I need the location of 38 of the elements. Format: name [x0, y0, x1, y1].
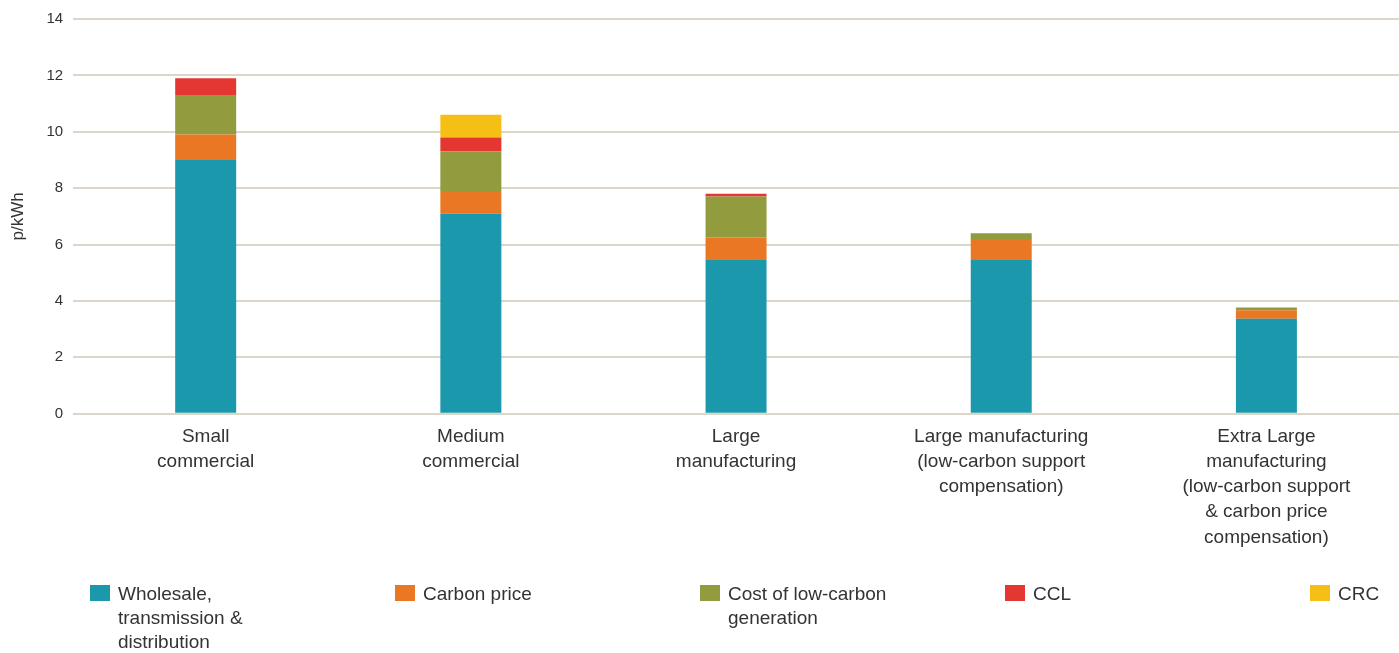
legend-label: Cost of low-carbon generation	[728, 582, 888, 630]
legend-label: Wholesale, transmission & distribution	[118, 582, 244, 653]
bar	[440, 213, 502, 413]
bar	[705, 193, 767, 197]
legend-label: CCL	[1033, 582, 1072, 606]
x-tick-label: Medium commercial	[422, 424, 520, 471]
bar	[440, 137, 502, 152]
bar	[1235, 307, 1297, 311]
bar	[440, 151, 502, 191]
bar	[1235, 310, 1297, 319]
legend-label: CRC	[1338, 582, 1380, 606]
y-tick-label: 4	[54, 291, 64, 309]
bar	[440, 114, 502, 138]
y-tick-label: 12	[46, 65, 64, 83]
bar	[175, 134, 237, 160]
y-tick-label: 14	[46, 9, 64, 27]
bar	[440, 190, 502, 214]
bar	[175, 159, 237, 413]
y-tick-label: 10	[46, 121, 64, 139]
y-tick-label: 8	[54, 178, 64, 196]
x-tick-label: Small commercial	[157, 424, 255, 471]
bar	[175, 95, 237, 135]
x-tick-label: Extra Large manufacturing (low-carbon support & carbon price compensation)	[1182, 424, 1352, 547]
bar	[970, 233, 1032, 239]
legend-label: Carbon price	[423, 582, 532, 606]
bar	[705, 196, 767, 238]
y-tick-label: 6	[54, 234, 64, 252]
y-tick-label: 0	[54, 403, 64, 421]
bar	[970, 260, 1032, 413]
bar	[175, 78, 237, 96]
y-tick-label: 2	[54, 347, 64, 365]
y-axis-title: p/kWh	[7, 192, 27, 241]
bar	[1235, 318, 1297, 413]
bar	[970, 238, 1032, 261]
x-tick-label: Large manufacturing	[675, 424, 797, 471]
x-tick-label: Large manufacturing (low-carbon support compensation)	[914, 424, 1089, 497]
bar	[705, 237, 767, 261]
bar	[705, 260, 767, 413]
